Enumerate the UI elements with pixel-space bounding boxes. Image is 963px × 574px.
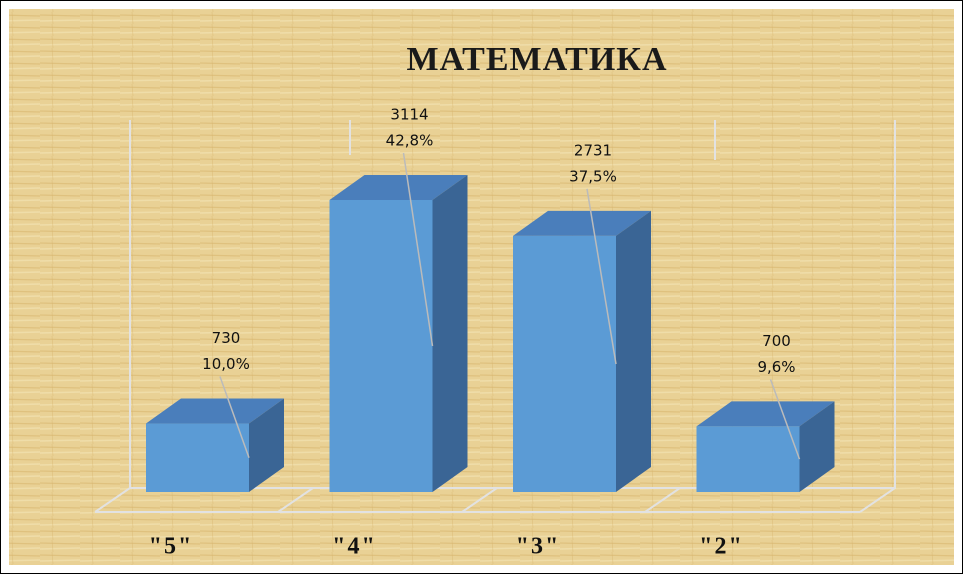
leader-line <box>402 152 434 347</box>
value-label: 730 <box>212 329 241 347</box>
x-tick-label: "3" <box>516 534 561 560</box>
bar-side <box>432 175 468 492</box>
frame <box>94 120 896 513</box>
percent-label: 9,6% <box>757 358 795 376</box>
bar <box>329 200 433 492</box>
bar-side <box>616 210 651 492</box>
leader-line <box>586 188 617 365</box>
value-label: 2731 <box>574 141 612 159</box>
bar-top <box>513 210 651 236</box>
x-tick-label: "5" <box>149 534 194 560</box>
percent-label: 42,8% <box>386 132 434 150</box>
bar-top <box>329 175 468 200</box>
percent-label: 10,0% <box>202 355 250 373</box>
chart-title: МАТЕМАТИКА <box>407 41 668 78</box>
bar <box>146 423 249 492</box>
bar-top <box>146 398 284 424</box>
leader-line <box>769 379 801 460</box>
bar-side <box>249 398 284 492</box>
value-label: 3114 <box>390 106 428 124</box>
percent-label: 37,5% <box>569 167 617 185</box>
x-tick-label: "2" <box>699 534 744 560</box>
x-tick-label: "4" <box>332 534 377 560</box>
bar <box>696 426 800 492</box>
leader-line <box>219 376 250 459</box>
bar-side <box>799 401 835 492</box>
bar-top <box>696 401 835 427</box>
bar <box>513 235 616 492</box>
value-label: 700 <box>762 332 791 350</box>
